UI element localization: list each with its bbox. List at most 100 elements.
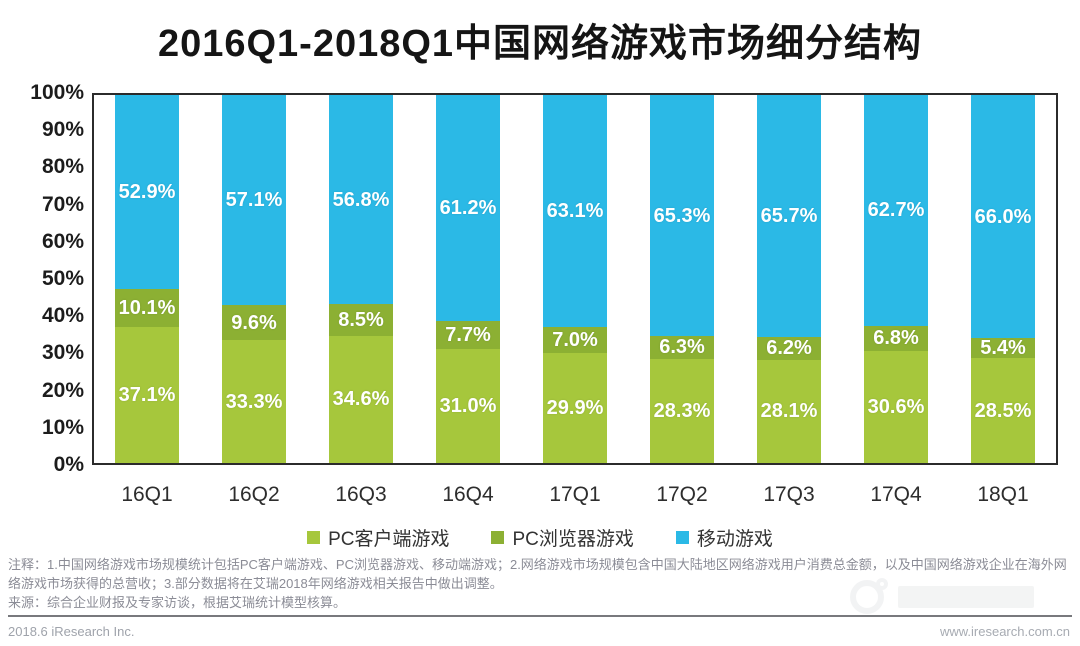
- y-tick-0: 0%: [53, 453, 84, 476]
- footer-url: www.iresearch.com.cn: [939, 624, 1070, 639]
- footer-divider: [8, 615, 1072, 617]
- y-tick-70: 70%: [41, 192, 84, 216]
- segment-16Q1-PC客户端游戏: 37.1%: [115, 326, 179, 463]
- segment-17Q4-移动游戏: 62.7%: [864, 95, 928, 326]
- legend-swatch-icon: [307, 531, 321, 544]
- plot-bars: 52.9% 10.1% 37.1% 16Q1 57.1% 9.6% 33.3% 16Q2 56.…: [94, 95, 1056, 506]
- legend-label: PC客户端游戏: [328, 529, 450, 550]
- segment-16Q3-PC浏览器游戏: 8.5%: [329, 304, 393, 336]
- y-tick-80: 80%: [41, 155, 84, 179]
- x-label-17Q2: 17Q2: [656, 483, 708, 506]
- segment-16Q4-PC客户端游戏: 31.0%: [436, 348, 500, 463]
- segment-value-label: 29.9%: [546, 396, 604, 419]
- footnote-source: 来源：综合企业财报及专家访谈，根据艾瑞统计模型核算。: [8, 594, 347, 610]
- segment-value-label: 57.1%: [225, 189, 283, 212]
- segment-value-label: 52.9%: [118, 181, 176, 204]
- x-label-17Q4: 17Q4: [870, 483, 922, 506]
- segment-16Q2-PC浏览器游戏: 9.6%: [222, 305, 286, 341]
- segment-value-label: 8.5%: [338, 309, 384, 332]
- segment-value-label: 7.7%: [445, 323, 491, 346]
- bar-16Q3: 56.8% 8.5% 34.6% 16Q3: [329, 95, 393, 506]
- segment-value-label: 6.8%: [873, 327, 919, 350]
- bar-18Q1: 66.0% 5.4% 28.5% 18Q1: [971, 95, 1035, 506]
- bar-16Q1: 52.9% 10.1% 37.1% 16Q1: [115, 95, 179, 506]
- segment-17Q4-PC浏览器游戏: 6.8%: [864, 325, 928, 351]
- segment-value-label: 28.1%: [760, 400, 818, 423]
- y-tick-100: 100%: [30, 81, 84, 104]
- segment-16Q1-PC浏览器游戏: 10.1%: [115, 289, 179, 327]
- segment-value-label: 5.4%: [980, 337, 1026, 360]
- x-label-16Q4: 16Q4: [442, 483, 494, 506]
- bar-17Q1: 63.1% 7.0% 29.9% 17Q1: [543, 95, 607, 506]
- legend-swatch-icon: [675, 531, 689, 544]
- segment-16Q2-PC客户端游戏: 33.3%: [222, 340, 286, 463]
- x-label-16Q2: 16Q2: [228, 483, 280, 506]
- segment-value-label: 66.0%: [974, 205, 1032, 228]
- segment-17Q2-PC浏览器游戏: 6.3%: [650, 335, 714, 359]
- segment-17Q3-PC浏览器游戏: 6.2%: [757, 336, 821, 360]
- bar-17Q3: 65.7% 6.2% 28.1% 17Q3: [757, 95, 821, 506]
- segment-17Q2-移动游戏: 65.3%: [650, 95, 714, 336]
- legend: PC客户端游戏 PC浏览器游戏 移动游戏: [0, 524, 1080, 551]
- legend-item-PC浏览器游戏: PC浏览器游戏: [491, 524, 634, 551]
- segment-value-label: 61.2%: [439, 196, 497, 219]
- segment-value-label: 65.3%: [653, 204, 711, 227]
- plot-area: 52.9% 10.1% 37.1% 16Q1 57.1% 9.6% 33.3% 16Q2 56.…: [92, 93, 1058, 506]
- segment-value-label: 6.2%: [766, 337, 812, 360]
- y-tick-10: 10%: [41, 415, 84, 439]
- y-tick-60: 60%: [41, 229, 84, 253]
- segment-value-label: 31.0%: [439, 394, 497, 417]
- segment-18Q1-移动游戏: 66.0%: [971, 95, 1035, 339]
- y-tick-90: 90%: [41, 118, 84, 142]
- footer-date-brand: 2018.6 iResearch Inc.: [8, 624, 135, 639]
- legend-label: 移动游戏: [696, 529, 773, 550]
- footnotes: 注释：1.中国网络游戏市场规模统计包括PC客户端游戏、PC浏览器游戏、移动端游戏…: [8, 556, 1072, 613]
- segment-17Q3-移动游戏: 65.7%: [757, 95, 821, 337]
- segment-value-label: 33.3%: [225, 390, 283, 413]
- segment-value-label: 37.1%: [118, 383, 176, 406]
- segment-17Q1-移动游戏: 63.1%: [543, 95, 607, 328]
- y-tick-30: 30%: [41, 341, 84, 365]
- legend-label: PC浏览器游戏: [512, 529, 634, 550]
- legend-item-移动游戏: 移动游戏: [675, 524, 773, 551]
- y-tick-50: 50%: [41, 267, 84, 290]
- segment-16Q3-PC客户端游戏: 34.6%: [329, 335, 393, 463]
- segment-17Q3-PC客户端游戏: 28.1%: [757, 359, 821, 463]
- segment-value-label: 7.0%: [552, 329, 598, 352]
- segment-value-label: 28.3%: [653, 399, 711, 422]
- footnote-annotation: 注释：1.中国网络游戏市场规模统计包括PC客户端游戏、PC浏览器游戏、移动端游戏…: [8, 557, 1067, 591]
- segment-17Q1-PC浏览器游戏: 7.0%: [543, 327, 607, 353]
- segment-value-label: 28.5%: [974, 399, 1032, 422]
- segment-value-label: 56.8%: [332, 188, 390, 211]
- x-label-16Q1: 16Q1: [121, 483, 173, 506]
- segment-16Q3-移动游戏: 56.8%: [329, 95, 393, 305]
- segment-16Q2-移动游戏: 57.1%: [222, 95, 286, 306]
- x-label-18Q1: 18Q1: [977, 483, 1029, 506]
- segment-value-label: 62.7%: [867, 199, 925, 222]
- legend-swatch-icon: [491, 531, 505, 544]
- y-tick-20: 20%: [41, 378, 84, 402]
- segment-value-label: 6.3%: [659, 336, 705, 359]
- segment-16Q1-移动游戏: 52.9%: [115, 95, 179, 290]
- segment-17Q2-PC客户端游戏: 28.3%: [650, 358, 714, 463]
- chart-title: 2016Q1-2018Q1中国网络游戏市场细分结构: [157, 23, 923, 65]
- segment-17Q1-PC客户端游戏: 29.9%: [543, 352, 607, 463]
- segment-value-label: 30.6%: [867, 395, 925, 418]
- segment-value-label: 10.1%: [118, 297, 176, 320]
- x-label-17Q3: 17Q3: [763, 483, 815, 506]
- segment-16Q4-PC浏览器游戏: 7.7%: [436, 320, 500, 349]
- bar-17Q2: 65.3% 6.3% 28.3% 17Q2: [650, 95, 714, 506]
- segment-value-label: 34.6%: [332, 388, 390, 411]
- segment-16Q4-移动游戏: 61.2%: [436, 95, 500, 321]
- bar-16Q2: 57.1% 9.6% 33.3% 16Q2: [222, 95, 286, 506]
- segment-17Q4-PC客户端游戏: 30.6%: [864, 350, 928, 463]
- x-label-16Q3: 16Q3: [335, 483, 387, 506]
- y-axis: 0% 10% 20% 30% 40% 50% 60% 70% 80% 90% 100%: [0, 82, 84, 475]
- legend-item-PC客户端游戏: PC客户端游戏: [307, 524, 449, 551]
- y-tick-40: 40%: [41, 304, 84, 328]
- segment-value-label: 65.7%: [760, 204, 818, 227]
- bar-17Q4: 62.7% 6.8% 30.6% 17Q4: [864, 95, 928, 506]
- segment-18Q1-PC客户端游戏: 28.5%: [971, 358, 1035, 463]
- bar-16Q4: 61.2% 7.7% 31.0% 16Q4: [436, 95, 500, 506]
- segment-18Q1-PC浏览器游戏: 5.4%: [971, 338, 1035, 358]
